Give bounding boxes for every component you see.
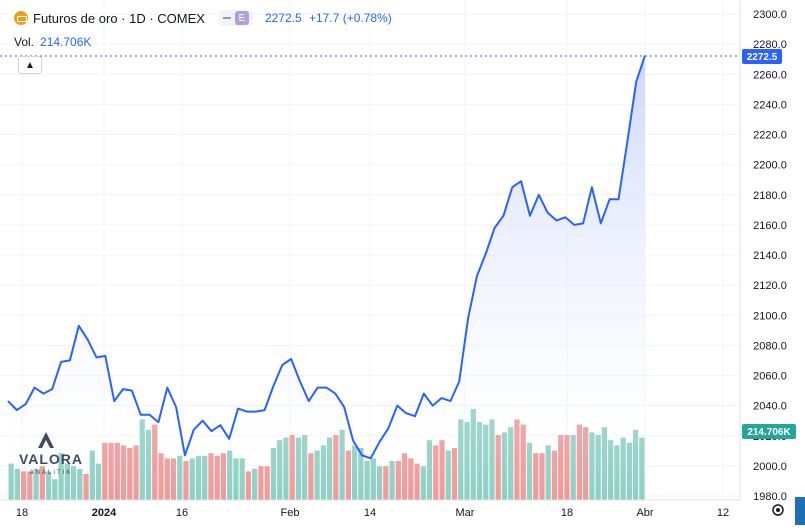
y-tick-label: 2200.0: [753, 160, 787, 172]
x-tick-label: Mar: [456, 507, 475, 519]
y-tick-label: 2180.0: [753, 190, 787, 202]
y-tick-label: 2240.0: [753, 99, 787, 111]
price-tag-label: 2272.5: [747, 52, 778, 63]
y-tick-label: 2000.0: [753, 461, 787, 473]
symbol-title[interactable]: Futuros de oro · 1D · COMEX: [33, 11, 205, 26]
chevron-up-icon: ▲: [25, 60, 35, 71]
y-tick-label: 2160.0: [753, 220, 787, 232]
valora-logo: VALORA ANALITIK: [16, 430, 86, 480]
gold-icon: [14, 11, 28, 25]
x-tick-label: 18: [16, 507, 28, 519]
x-tick-label: Feb: [281, 507, 300, 519]
volume-value: 214.706K: [40, 35, 91, 49]
logo-sub: ANALITIK: [30, 470, 73, 476]
x-tick-label: 14: [364, 507, 376, 519]
volume-tag: 214.706K: [742, 424, 796, 439]
symbol-legend: Futuros de oro · 1D · COMEX E 2272.5 +17…: [14, 10, 392, 26]
x-tick-label: 12: [717, 507, 729, 519]
x-tick-label: 18: [561, 507, 573, 519]
volume-tag-label: 214.706K: [747, 427, 791, 438]
x-tick-label: 2024: [92, 507, 117, 519]
y-tick-label: 2140.0: [753, 250, 787, 262]
logo-mark: [38, 432, 54, 448]
last-price-value: 2272.5: [265, 11, 302, 25]
settings-gear-icon[interactable]: [771, 503, 785, 517]
collapse-legend-button[interactable]: ▲: [18, 56, 42, 74]
badge-letter: E: [235, 11, 249, 25]
last-price: 2272.5 +17.7 (+0.78%): [265, 11, 392, 25]
volume-label: Vol.: [14, 35, 34, 49]
x-tick-label: 16: [176, 507, 188, 519]
price-change: +17.7 (+0.78%): [309, 11, 392, 25]
y-tick-label: 2220.0: [753, 130, 787, 142]
y-tick-label: 2120.0: [753, 280, 787, 292]
minus-icon: [223, 17, 231, 19]
y-tick-label: 2080.0: [753, 340, 787, 352]
y-tick-label: 2060.0: [753, 371, 787, 383]
y-tick-label: 2300.0: [753, 9, 787, 21]
volume-legend: Vol. 214.706K: [14, 35, 91, 49]
side-panel-tab[interactable]: [795, 497, 805, 525]
y-tick-label: 2040.0: [753, 401, 787, 413]
logo-brand: VALORA: [19, 451, 83, 467]
price-tag: 2272.5: [742, 49, 782, 64]
y-tick-label: 2260.0: [753, 69, 787, 81]
y-tick-label: 1980.0: [753, 491, 787, 503]
earnings-badge[interactable]: E: [219, 10, 253, 26]
x-tick-label: Abr: [636, 507, 653, 519]
y-tick-label: 2100.0: [753, 310, 787, 322]
x-axis: 18 2024 16 Feb 14 Mar 18 Abr 12: [16, 507, 729, 519]
